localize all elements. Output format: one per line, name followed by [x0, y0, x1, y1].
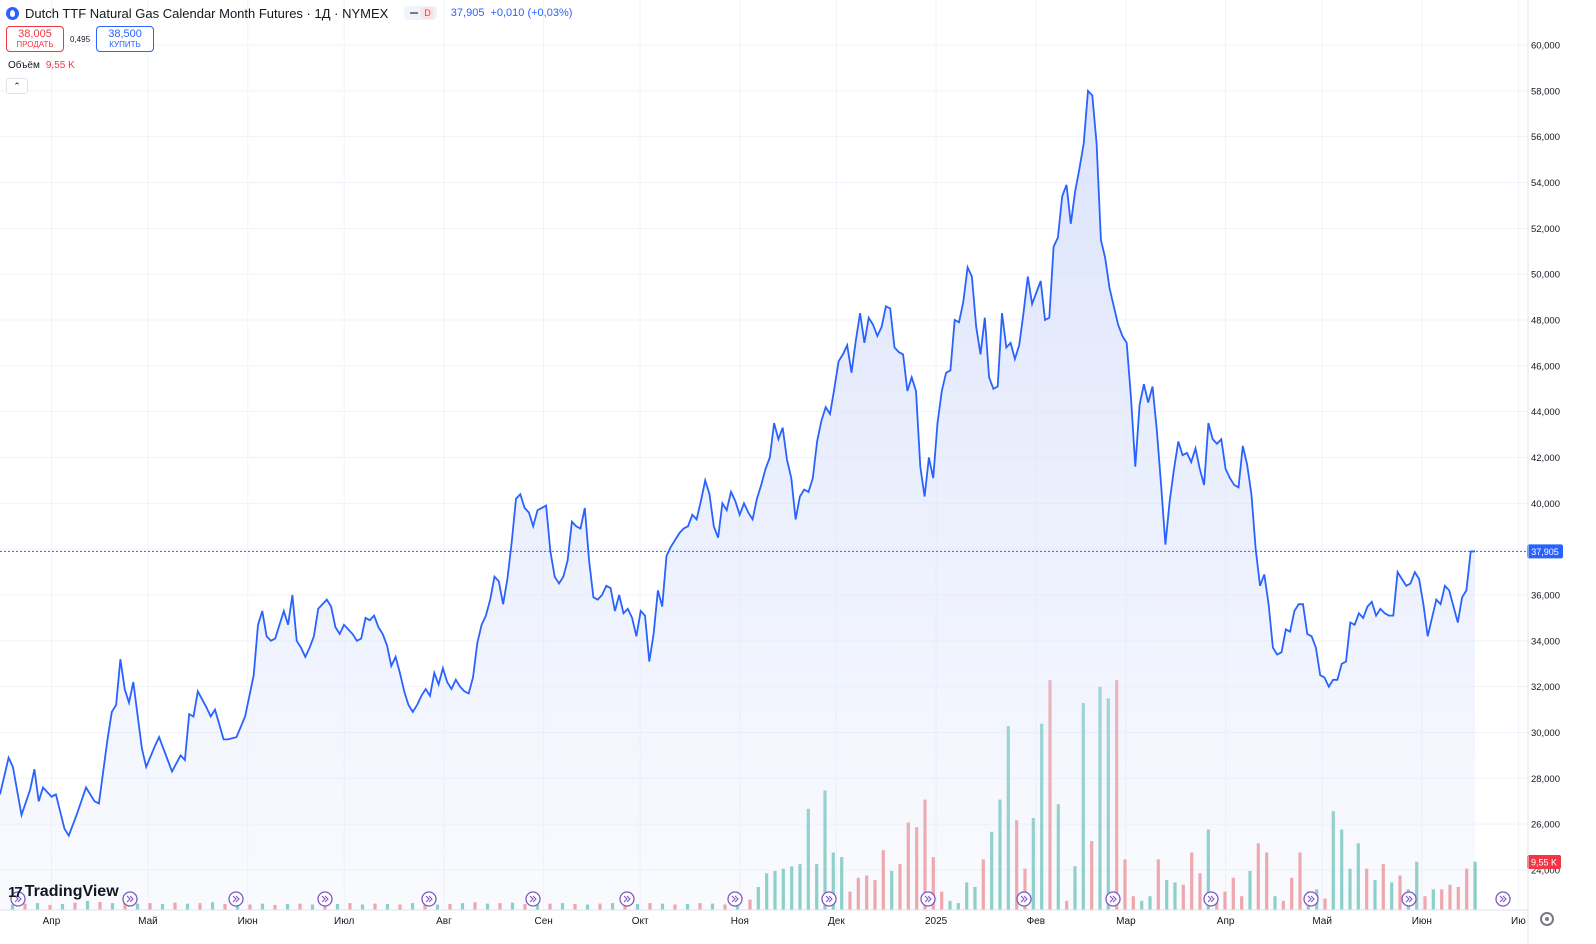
price-tick-label: 58,000 [1531, 86, 1560, 97]
time-tick-label: Июл [334, 916, 354, 927]
time-tick-label: Сен [534, 916, 552, 927]
spread-value: 0,495 [70, 34, 91, 44]
chevron-right-icon [232, 895, 240, 903]
time-axis[interactable]: Апр Май Июн Июл Авг Сен Окт Ноя Дек 2025 Фев Мар Апр… [0, 909, 1528, 944]
chevron-right-icon [1307, 895, 1315, 903]
chevron-right-icon [1109, 895, 1117, 903]
chevron-right-icon [1207, 895, 1215, 903]
buy-label: КУПИТЬ [109, 40, 141, 49]
buy-price: 38,500 [108, 28, 142, 40]
chevron-right-icon [126, 895, 134, 903]
price-area [0, 90, 1475, 911]
price-tick-label: 30,000 [1531, 728, 1560, 739]
volume-value: 9,55 K [45, 60, 75, 71]
buy-button[interactable]: 38,500 КУПИТЬ [96, 26, 155, 52]
chevron-right-icon [529, 895, 537, 903]
price-tick-label: 26,000 [1531, 820, 1560, 831]
collapse-legend-button[interactable]: ⌃ [6, 78, 28, 94]
price-tick-label: 54,000 [1531, 178, 1560, 189]
chevron-right-icon [1405, 895, 1413, 903]
price-tick-label: 46,000 [1531, 361, 1560, 372]
time-tick-label: Ноя [731, 916, 749, 927]
price-tick-label: 52,000 [1531, 224, 1560, 235]
price-tick-label: 28,000 [1531, 774, 1560, 785]
tradingview-logo-icon: 17 [8, 883, 23, 901]
last-price-tag [1527, 544, 1563, 559]
tradingview-logo[interactable]: 17 TradingView [8, 883, 119, 901]
time-tick-label: 2025 [925, 916, 948, 927]
time-tick-label: Май [138, 916, 158, 927]
chevron-right-icon [321, 895, 329, 903]
chevron-right-icon [1020, 895, 1028, 903]
chevron-right-icon [425, 895, 433, 903]
minus-icon [410, 12, 419, 14]
axis-tags: 37,905 9,55 K [1527, 0, 1563, 944]
time-tick-label: Июн [238, 916, 258, 927]
price-axis-bg [1528, 0, 1596, 944]
volume-tag-label: 9,55 K [1531, 858, 1557, 868]
chevron-right-icon [623, 895, 631, 903]
symbol-header: Dutch TTF Natural Gas Calendar Month Fut… [6, 4, 572, 22]
price-tick-label: 42,000 [1531, 453, 1560, 464]
sell-button[interactable]: 38,005 ПРОДАТЬ [6, 26, 64, 52]
time-tick-label: Апр [43, 916, 61, 927]
settings-gear-icon[interactable] [1540, 912, 1554, 926]
price-axis[interactable]: 60,000 58,000 56,000 54,000 52,000 50,000 48,0… [1528, 0, 1596, 944]
trade-buttons: 38,005 ПРОДАТЬ 0,495 38,500 КУПИТЬ [6, 26, 155, 52]
chevron-right-icon [731, 895, 739, 903]
time-tick-label: Ию [1511, 916, 1526, 927]
price-tick-label: 40,000 [1531, 499, 1560, 510]
sell-price: 38,005 [18, 28, 52, 40]
chevron-right-icon [1499, 895, 1507, 903]
price-tick-label: 56,000 [1531, 132, 1560, 143]
market-status-pill[interactable]: D [404, 6, 437, 20]
logo-text: TradingView [24, 883, 119, 900]
price-tick-label: 32,000 [1531, 682, 1560, 693]
header-change: +0,010 (+0,03%) [490, 7, 573, 19]
price-tick-label: 24,000 [1531, 866, 1560, 877]
price-tick-label: 44,000 [1531, 407, 1560, 418]
volume-legend: Объём 9,55 K [8, 60, 75, 71]
time-axis-bg [0, 910, 1528, 944]
time-tick-label: Мар [1116, 916, 1136, 927]
price-tick-label: 36,000 [1531, 591, 1560, 602]
time-tick-label: Фев [1027, 916, 1045, 927]
delayed-badge: D [421, 7, 434, 19]
time-tick-label: Май [1312, 916, 1332, 927]
volume-label[interactable]: Объём [8, 60, 40, 71]
chevron-right-icon [14, 895, 22, 903]
price-tick-label: 50,000 [1531, 270, 1560, 281]
price-tick-label: 48,000 [1531, 316, 1560, 327]
time-tick-label: Апр [1217, 916, 1235, 927]
symbol-title[interactable]: Dutch TTF Natural Gas Calendar Month Fut… [25, 5, 389, 21]
symbol-logo-icon [6, 6, 19, 20]
time-tick-label: Авг [436, 916, 452, 927]
time-tick-label: Окт [632, 916, 649, 927]
time-tick-label: Дек [828, 916, 845, 927]
event-markers [10, 891, 1511, 907]
header-price: 37,905 [450, 7, 485, 19]
last-price-tag-label: 37,905 [1531, 547, 1559, 557]
price-tick-label: 34,000 [1531, 636, 1560, 647]
price-tick-label: 60,000 [1531, 41, 1560, 52]
chevron-right-icon [825, 895, 833, 903]
volume-tag [1527, 855, 1561, 869]
price-line [0, 88, 1476, 838]
chevron-right-icon [924, 895, 932, 903]
time-tick-label: Июн [1412, 916, 1432, 927]
chevron-up-icon: ⌃ [13, 80, 21, 91]
sell-label: ПРОДАТЬ [16, 40, 54, 49]
